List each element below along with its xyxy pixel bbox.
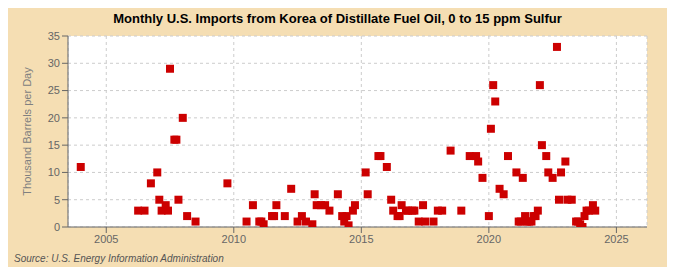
svg-text:10: 10 bbox=[48, 166, 60, 178]
svg-text:0: 0 bbox=[54, 221, 60, 233]
svg-text:35: 35 bbox=[48, 30, 60, 42]
svg-text:2015: 2015 bbox=[349, 233, 373, 245]
svg-text:Thousand Barrels per Day: Thousand Barrels per Day bbox=[21, 67, 33, 196]
html-text:Source: U.S. Energy Informatio: Source: U.S. Energy Information Administ… bbox=[14, 253, 224, 264]
svg-text:5: 5 bbox=[54, 194, 60, 206]
svg-text:2025: 2025 bbox=[604, 233, 628, 245]
svg-text:20: 20 bbox=[48, 112, 60, 124]
svg-text:15: 15 bbox=[48, 139, 60, 151]
svg-text:2005: 2005 bbox=[94, 233, 118, 245]
svg-text:2010: 2010 bbox=[222, 233, 246, 245]
svg-text:25: 25 bbox=[48, 84, 60, 96]
html-text:Monthly U.S. Imports from Kore: Monthly U.S. Imports from Korea of Disti… bbox=[113, 11, 562, 26]
svg-text:2020: 2020 bbox=[477, 233, 501, 245]
svg-text:30: 30 bbox=[48, 57, 60, 69]
